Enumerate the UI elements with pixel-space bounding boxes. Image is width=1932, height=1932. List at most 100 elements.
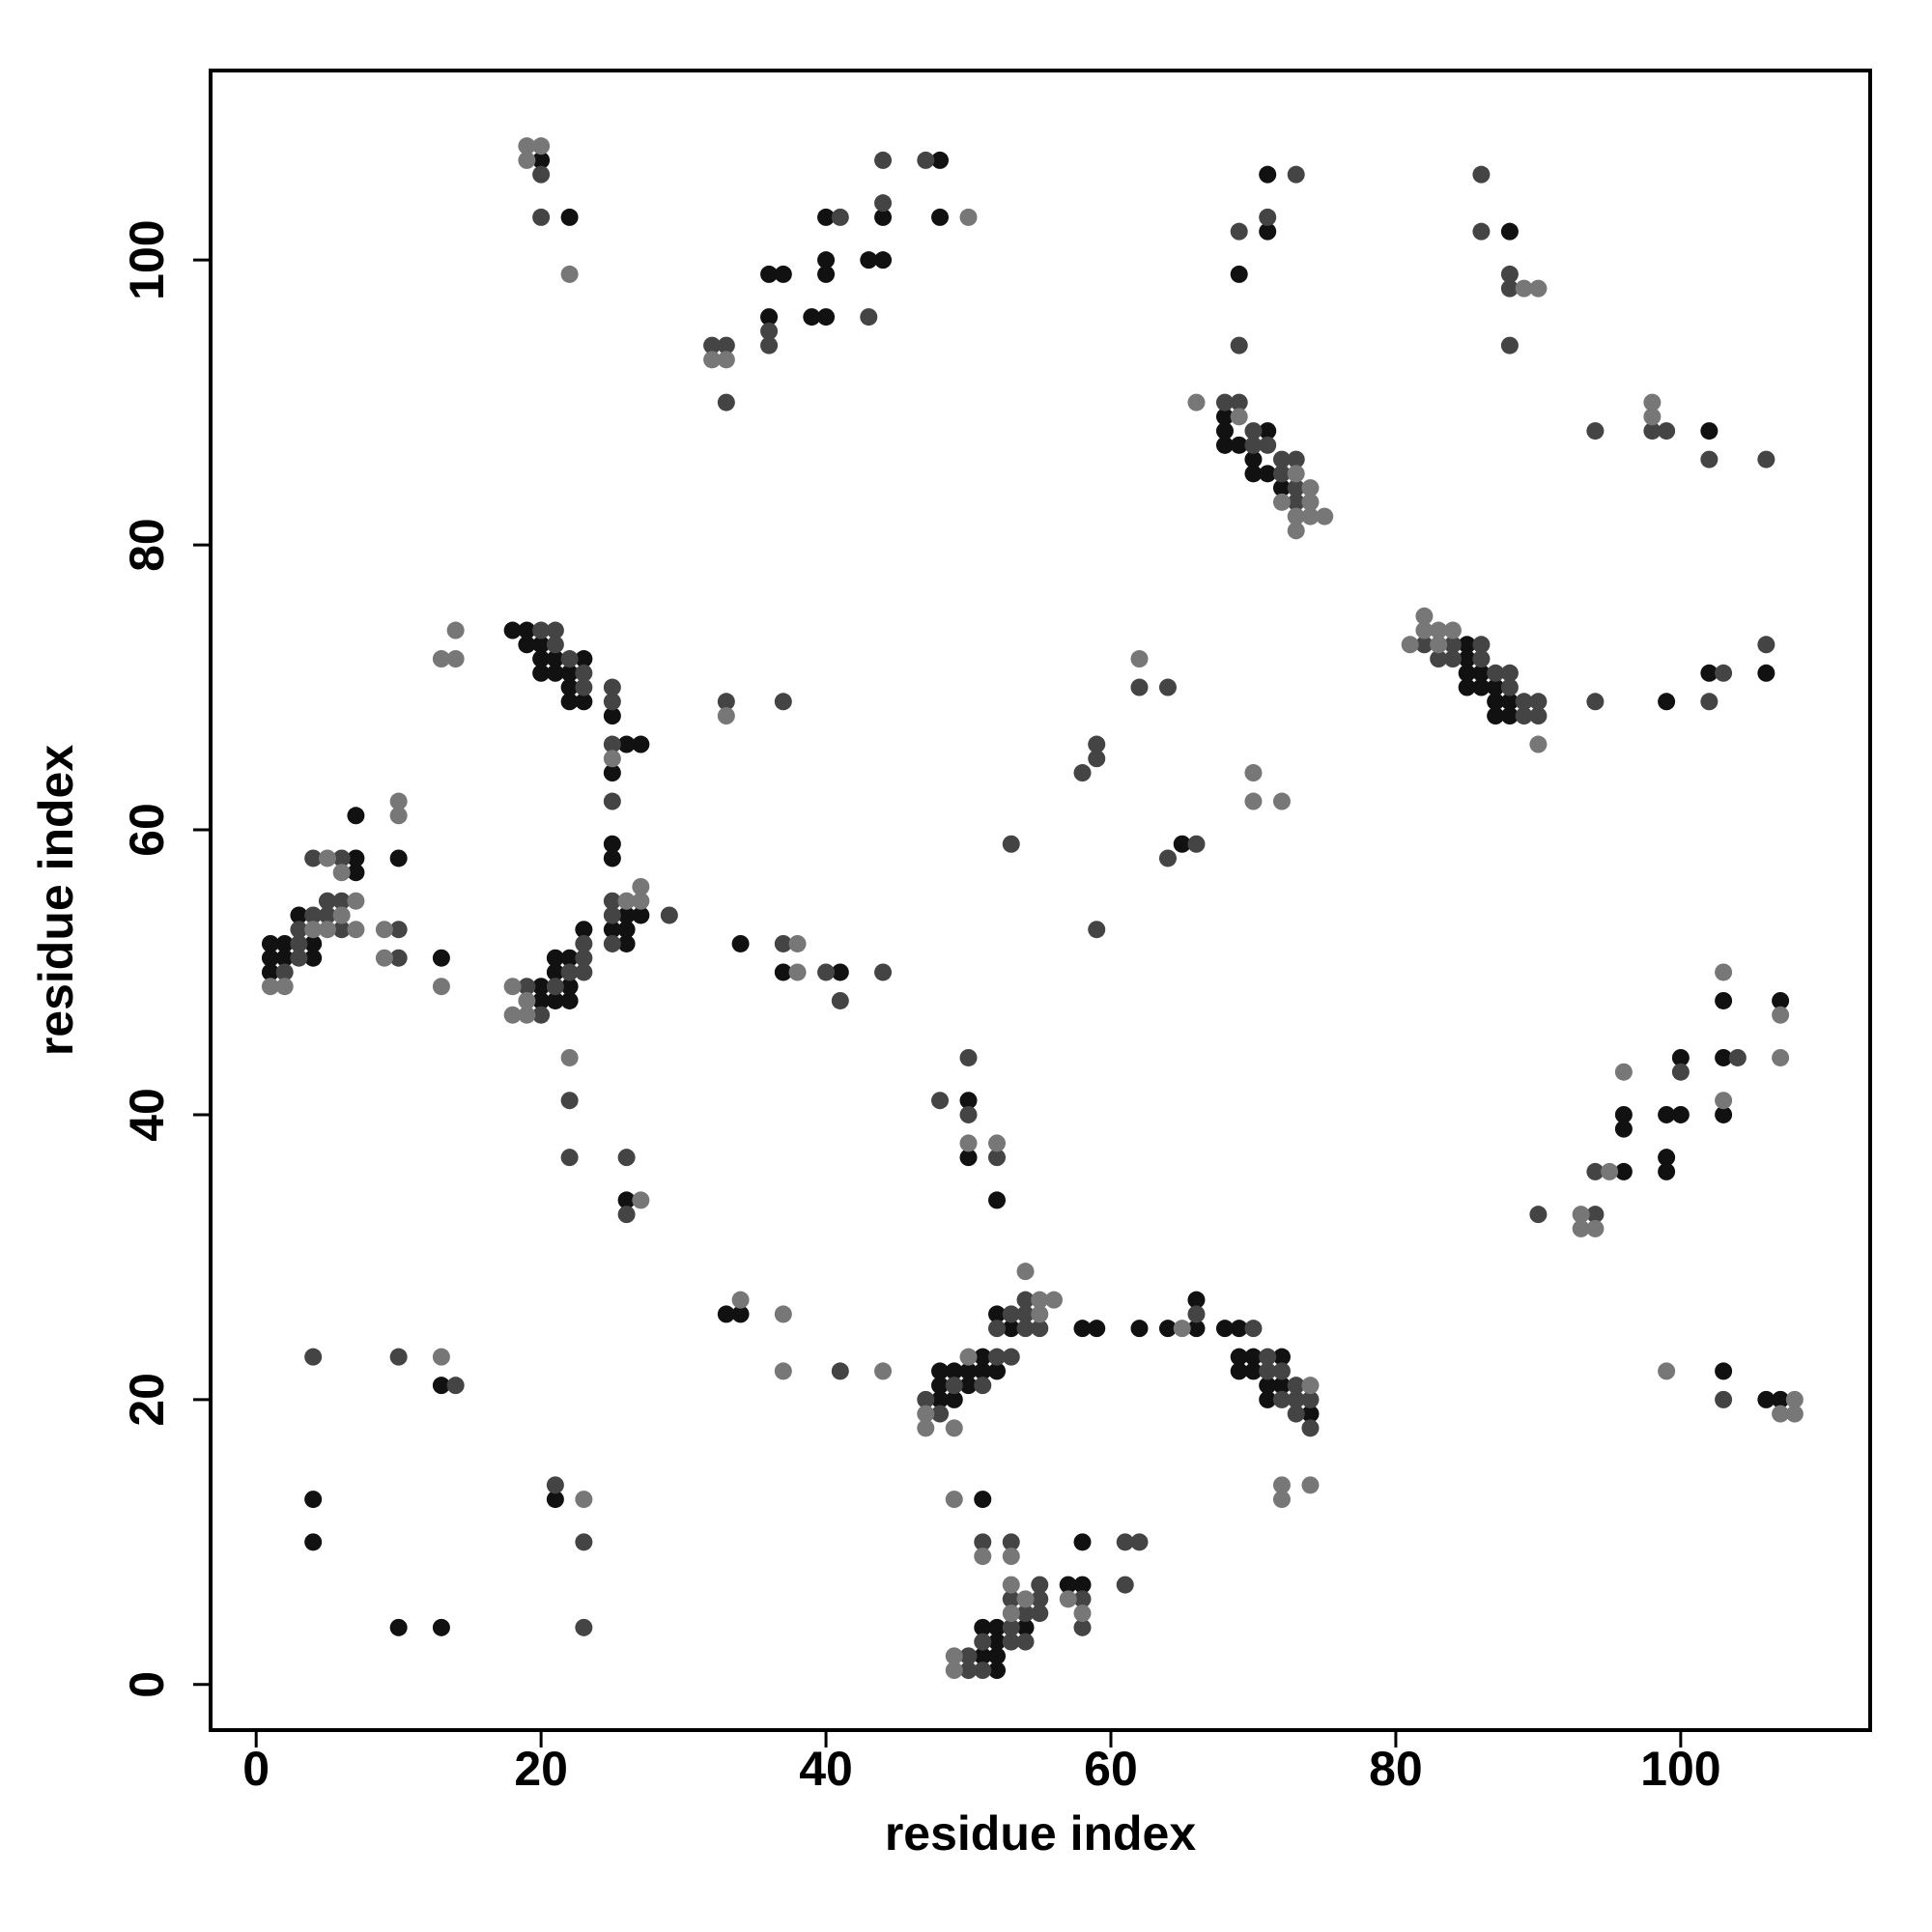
point [774,1362,792,1380]
point [817,251,836,270]
point [774,265,792,283]
point [575,650,593,668]
point [831,1362,849,1380]
point [389,792,408,810]
point [560,963,579,981]
point [304,1533,323,1551]
point [432,1618,450,1636]
point [560,949,579,967]
point [1415,621,1434,639]
point [1658,1105,1676,1123]
point [503,978,522,996]
point [1259,222,1277,241]
point [1287,465,1305,483]
point [1287,165,1305,184]
point [375,921,393,939]
point [803,308,821,327]
point [760,265,779,283]
point [432,650,450,668]
point [1472,650,1491,668]
point [1643,393,1662,412]
point [874,251,893,270]
point [917,1419,935,1437]
y-tick-label: 40 [120,1088,174,1142]
point [1215,393,1234,412]
point [959,1348,978,1366]
y-tick-label: 20 [120,1373,174,1427]
point [532,1006,551,1024]
point [988,1191,1007,1209]
point [1016,1320,1035,1338]
point [1272,1476,1291,1494]
point [261,978,279,996]
point [603,678,621,696]
point [1415,607,1434,625]
point [1016,1291,1035,1309]
point [1031,1576,1049,1594]
point [575,664,593,682]
point [1230,222,1248,241]
point [1002,1605,1020,1623]
point [1230,336,1248,355]
point [1272,479,1291,497]
point [1443,621,1462,639]
point [389,807,408,825]
point [1529,693,1548,711]
point [1586,693,1605,711]
point [446,621,465,639]
point [1500,707,1519,725]
point [1002,1320,1020,1338]
point [560,1149,579,1167]
point [1614,1162,1633,1180]
plot-frame [209,69,1872,1732]
point [347,849,365,867]
point [760,308,779,327]
point [974,1377,992,1395]
point [575,1618,593,1636]
x-tick-label: 60 [1084,1742,1138,1796]
point [446,650,465,668]
point [575,693,593,711]
point [1487,693,1505,711]
point [347,864,365,882]
point [432,978,450,996]
point [1658,1162,1676,1180]
point [931,1092,950,1110]
point [1472,222,1491,241]
point [1002,1305,1020,1323]
point [1287,493,1305,511]
point [432,1348,450,1366]
point [1031,1590,1049,1608]
point [1700,693,1719,711]
point [931,1405,950,1423]
point [1430,636,1448,654]
point [446,1377,465,1395]
point [717,693,735,711]
point [1443,636,1462,654]
point [1287,1390,1305,1408]
point [959,208,978,226]
point [988,1348,1007,1366]
point [389,1618,408,1636]
point [560,693,579,711]
point [1272,450,1291,469]
point [532,978,551,996]
point [1215,436,1234,454]
point [945,1377,963,1395]
point [1016,1605,1035,1623]
point [532,664,551,682]
point [945,1647,963,1665]
point [1287,479,1305,497]
point [1073,1605,1092,1623]
point [717,336,735,355]
point [874,208,893,226]
x-tick-label: 80 [1369,1742,1423,1796]
point [974,1533,992,1551]
point [1401,636,1419,654]
point [1088,1320,1106,1338]
point [1073,764,1092,782]
point [1031,1320,1049,1338]
point [518,636,536,654]
point [1487,664,1505,682]
point [1572,1219,1590,1237]
